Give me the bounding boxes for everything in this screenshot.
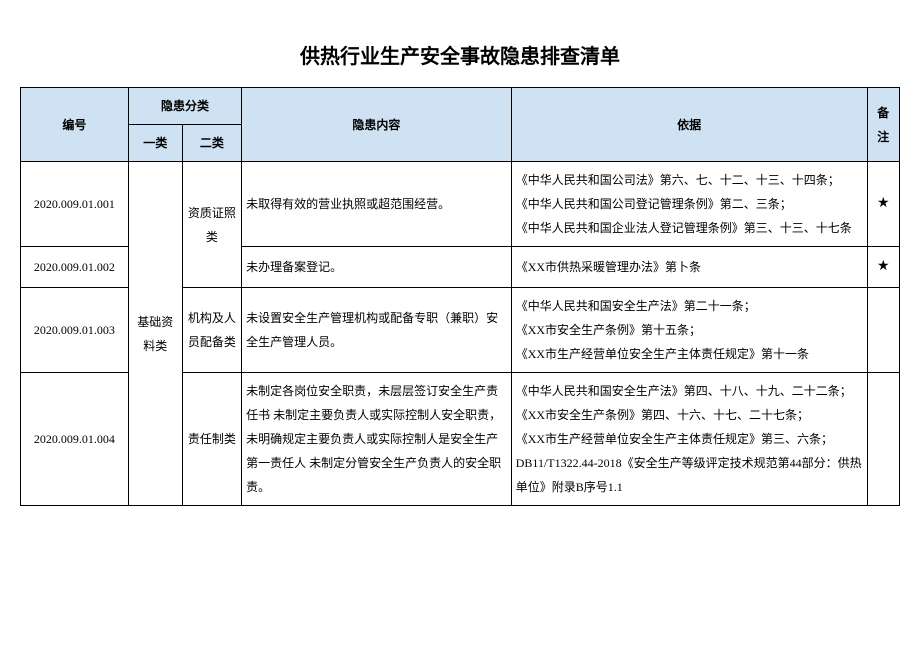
header-cat1: 一类 <box>128 125 182 162</box>
cell-basis: 《XX市供热采暖管理办法》第卜条 <box>511 247 867 288</box>
cell-id: 2020.009.01.001 <box>21 162 129 247</box>
cell-note: ★ <box>867 247 899 288</box>
header-cat-group: 隐患分类 <box>128 88 241 125</box>
cell-cat2: 资质证照类 <box>182 162 241 288</box>
header-id: 编号 <box>21 88 129 162</box>
cell-id: 2020.009.01.003 <box>21 288 129 373</box>
page-title: 供热行业生产安全事故隐患排查清单 <box>20 40 900 69</box>
cell-content: 未取得有效的营业执照或超范围经营。 <box>242 162 512 247</box>
table-row: 2020.009.01.001 基础资料类 资质证照类 未取得有效的营业执照或超… <box>21 162 900 247</box>
cell-note: ★ <box>867 162 899 247</box>
cell-basis: 《中华人民共和国安全生产法》第四、十八、十九、二十二条；《XX市安全生产条例》第… <box>511 373 867 506</box>
header-basis: 依据 <box>511 88 867 162</box>
cell-cat2: 责任制类 <box>182 373 241 506</box>
header-content: 隐患内容 <box>242 88 512 162</box>
cell-cat1: 基础资料类 <box>128 162 182 506</box>
cell-cat2: 机构及人员配备类 <box>182 288 241 373</box>
hazard-table: 编号 隐患分类 隐患内容 依据 备注 一类 二类 2020.009.01.001… <box>20 87 900 506</box>
cell-note <box>867 373 899 506</box>
header-note: 备注 <box>867 88 899 162</box>
cell-id: 2020.009.01.002 <box>21 247 129 288</box>
cell-note <box>867 288 899 373</box>
cell-content: 未设置安全生产管理机构或配备专职（兼职）安全生产管理人员。 <box>242 288 512 373</box>
header-row-1: 编号 隐患分类 隐患内容 依据 备注 <box>21 88 900 125</box>
cell-content: 未制定各岗位安全职责，未层层签订安全生产责任书 未制定主要负责人或实际控制人安全… <box>242 373 512 506</box>
cell-id: 2020.009.01.004 <box>21 373 129 506</box>
cell-basis: 《中华人民共和国安全生产法》第二十一条；《XX市安全生产条例》第十五条；《XX市… <box>511 288 867 373</box>
cell-content: 未办理备案登记。 <box>242 247 512 288</box>
header-cat2: 二类 <box>182 125 241 162</box>
cell-basis: 《中华人民共和国公司法》第六、七、十二、十三、十四条；《中华人民共和国公司登记管… <box>511 162 867 247</box>
